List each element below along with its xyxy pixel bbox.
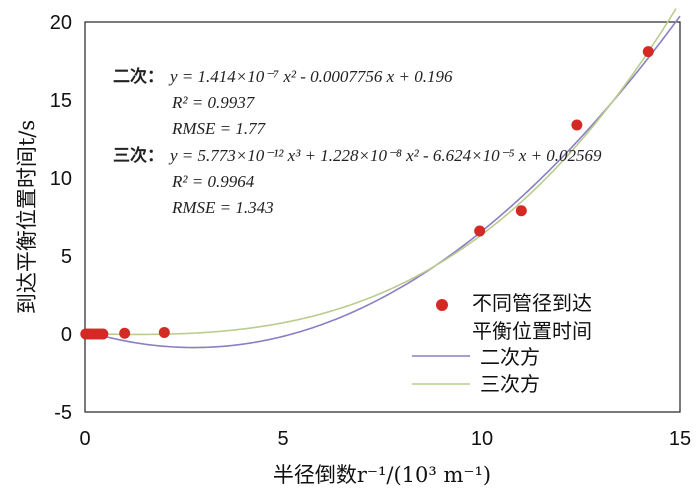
cubic-r2: R² = 0.9964 xyxy=(171,172,255,191)
y-tick-label: -5 xyxy=(54,402,72,424)
x-tick-label: 10 xyxy=(471,428,493,450)
cubic-equation: y = 5.773×10⁻¹² x³ + 1.228×10⁻⁸ x² - 6.6… xyxy=(168,146,602,165)
quadratic-label: 二次： xyxy=(113,66,164,87)
y-tick-label: 20 xyxy=(50,12,72,34)
legend-quadratic-label: 二次方 xyxy=(480,345,540,369)
x-tick-label: 0 xyxy=(79,428,90,450)
legend-point-marker xyxy=(436,299,448,311)
data-points xyxy=(80,46,654,340)
data-point xyxy=(158,326,170,338)
legend-points-label-line1: 不同管径到达 xyxy=(472,291,592,315)
x-tick-label: 15 xyxy=(669,428,691,450)
data-point xyxy=(97,328,109,340)
y-tick-label: 5 xyxy=(61,246,72,268)
x-axis-title: 半径倒数r⁻¹/(10³ m⁻¹) xyxy=(273,463,491,487)
cubic-rmse: RMSE = 1.343 xyxy=(171,198,274,217)
quadratic-rmse: RMSE = 1.77 xyxy=(171,119,267,138)
y-tick-label: 0 xyxy=(61,324,72,346)
quadratic-r2: R² = 0.9937 xyxy=(171,93,256,112)
legend-cubic-label: 三次方 xyxy=(480,372,540,396)
y-axis-title: 到达平衡位置时间t/s xyxy=(15,120,39,314)
y-tick-label: 10 xyxy=(50,168,72,190)
data-point xyxy=(515,205,527,217)
quadratic-fit-line xyxy=(84,15,681,349)
legend-points-label-line2: 平衡位置时间 xyxy=(472,319,592,343)
legend: 不同管径到达 平衡位置时间 二次方 三次方 xyxy=(412,291,592,396)
data-point xyxy=(571,119,583,131)
data-point xyxy=(119,327,131,339)
y-tick-label: 15 xyxy=(50,90,72,112)
data-point xyxy=(474,225,486,237)
cubic-fit-line xyxy=(84,8,677,336)
plot-frame xyxy=(84,21,681,413)
x-tick-label: 5 xyxy=(277,428,288,450)
data-point xyxy=(642,46,654,58)
quadratic-equation: y = 1.414×10⁻⁷ x² - 0.0007756 x + 0.196 xyxy=(168,67,453,86)
cubic-label: 三次： xyxy=(113,145,164,166)
